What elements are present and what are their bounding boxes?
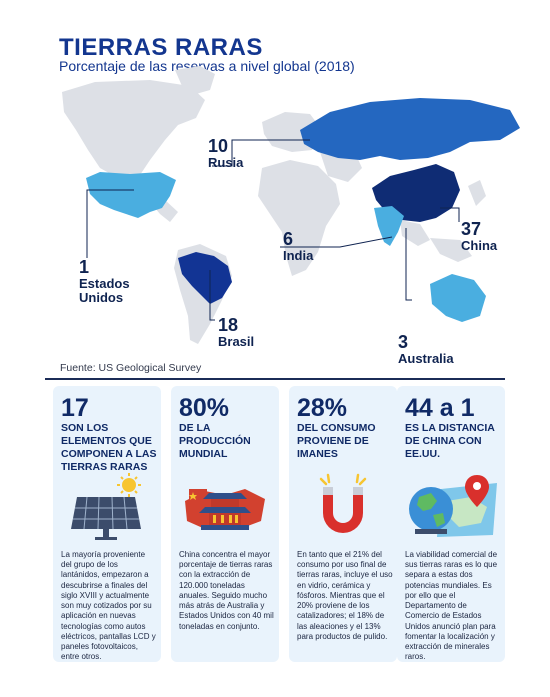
map-estados-unidos: [86, 172, 176, 218]
fact-card-4: 44 a 1 ES LA DISTANCIA DE CHINA CON EE.U…: [397, 386, 505, 662]
callout-rusia: 10 Rusia: [208, 137, 243, 170]
card-4-body: La viabilidad comercial de sus tierras r…: [405, 550, 498, 662]
map-china: [372, 164, 460, 222]
globe-map-pin-icon: [409, 475, 497, 537]
fact-card-2: 80% DE LA PRODUCCIÓN MUNDIAL China conce…: [171, 386, 279, 662]
callout-estados-unidos-value: 1: [79, 257, 90, 277]
callout-estados-unidos-label: Estados Unidos: [79, 275, 130, 305]
callout-brasil-value: 18: [218, 315, 239, 335]
callout-brasil: 18 Brasil: [218, 316, 254, 349]
card-3-big-number: 28%: [297, 394, 348, 422]
page-title: TIERRAS RARAS: [59, 34, 263, 61]
callout-china-value: 37: [461, 219, 482, 239]
card-4-big-number: 44 a 1: [405, 394, 475, 422]
callout-rusia-label: Rusia: [208, 154, 244, 170]
card-1-big-number: 17: [61, 394, 89, 422]
callout-india: 6 India: [283, 230, 313, 263]
solar-panel-icon: [71, 473, 141, 540]
callout-estados-unidos: 1 Estados Unidos: [79, 258, 139, 304]
world-map: [62, 66, 520, 344]
card-3-heading: DEL CONSUMO PROVIENE DE IMANES: [297, 422, 376, 461]
card-2-heading: DE LA PRODUCCIÓN MUNDIAL: [179, 422, 251, 461]
callout-australia-label: Australia: [398, 350, 454, 366]
fact-card-3: 28% DEL CONSUMO PROVIENE DE IMANES En ta…: [289, 386, 397, 662]
card-2-big-number: 80%: [179, 394, 230, 422]
fact-card-1: 17 SON LOS ELEMENTOS QUE COMPONEN A LAS …: [53, 386, 161, 662]
leader-lines: [86, 139, 460, 321]
callout-india-label: India: [283, 247, 314, 263]
map-australia: [430, 274, 486, 322]
china-temple-icon: [185, 489, 265, 530]
card-4-heading: ES LA DISTANCIA DE CHINA CON EE.UU.: [405, 422, 495, 461]
callout-australia-value: 3: [398, 332, 409, 352]
map-india: [374, 206, 404, 246]
map-brasil: [178, 252, 232, 304]
magnet-icon: [319, 473, 367, 533]
card-2-body: China concentra el mayor porcentaje de t…: [179, 550, 274, 631]
page-subtitle: Porcentaje de las reservas a nivel globa…: [59, 58, 355, 74]
callout-india-value: 6: [283, 229, 294, 249]
callout-australia: 3 Australia: [398, 333, 454, 366]
divider: [45, 378, 505, 380]
card-3-body: En tanto que el 21% del consumo por uso …: [297, 550, 393, 641]
callout-rusia-value: 10: [208, 136, 229, 156]
callout-brasil-label: Brasil: [218, 333, 255, 349]
card-1-heading: SON LOS ELEMENTOS QUE COMPONEN A LAS TIE…: [61, 422, 157, 474]
callout-china-label: China: [461, 237, 498, 253]
source-note: Fuente: US Geological Survey: [60, 362, 202, 374]
callout-china: 37 China: [461, 220, 497, 253]
map-rusia: [300, 98, 520, 160]
card-1-body: La mayoría proveniente del grupo de los …: [61, 550, 156, 662]
